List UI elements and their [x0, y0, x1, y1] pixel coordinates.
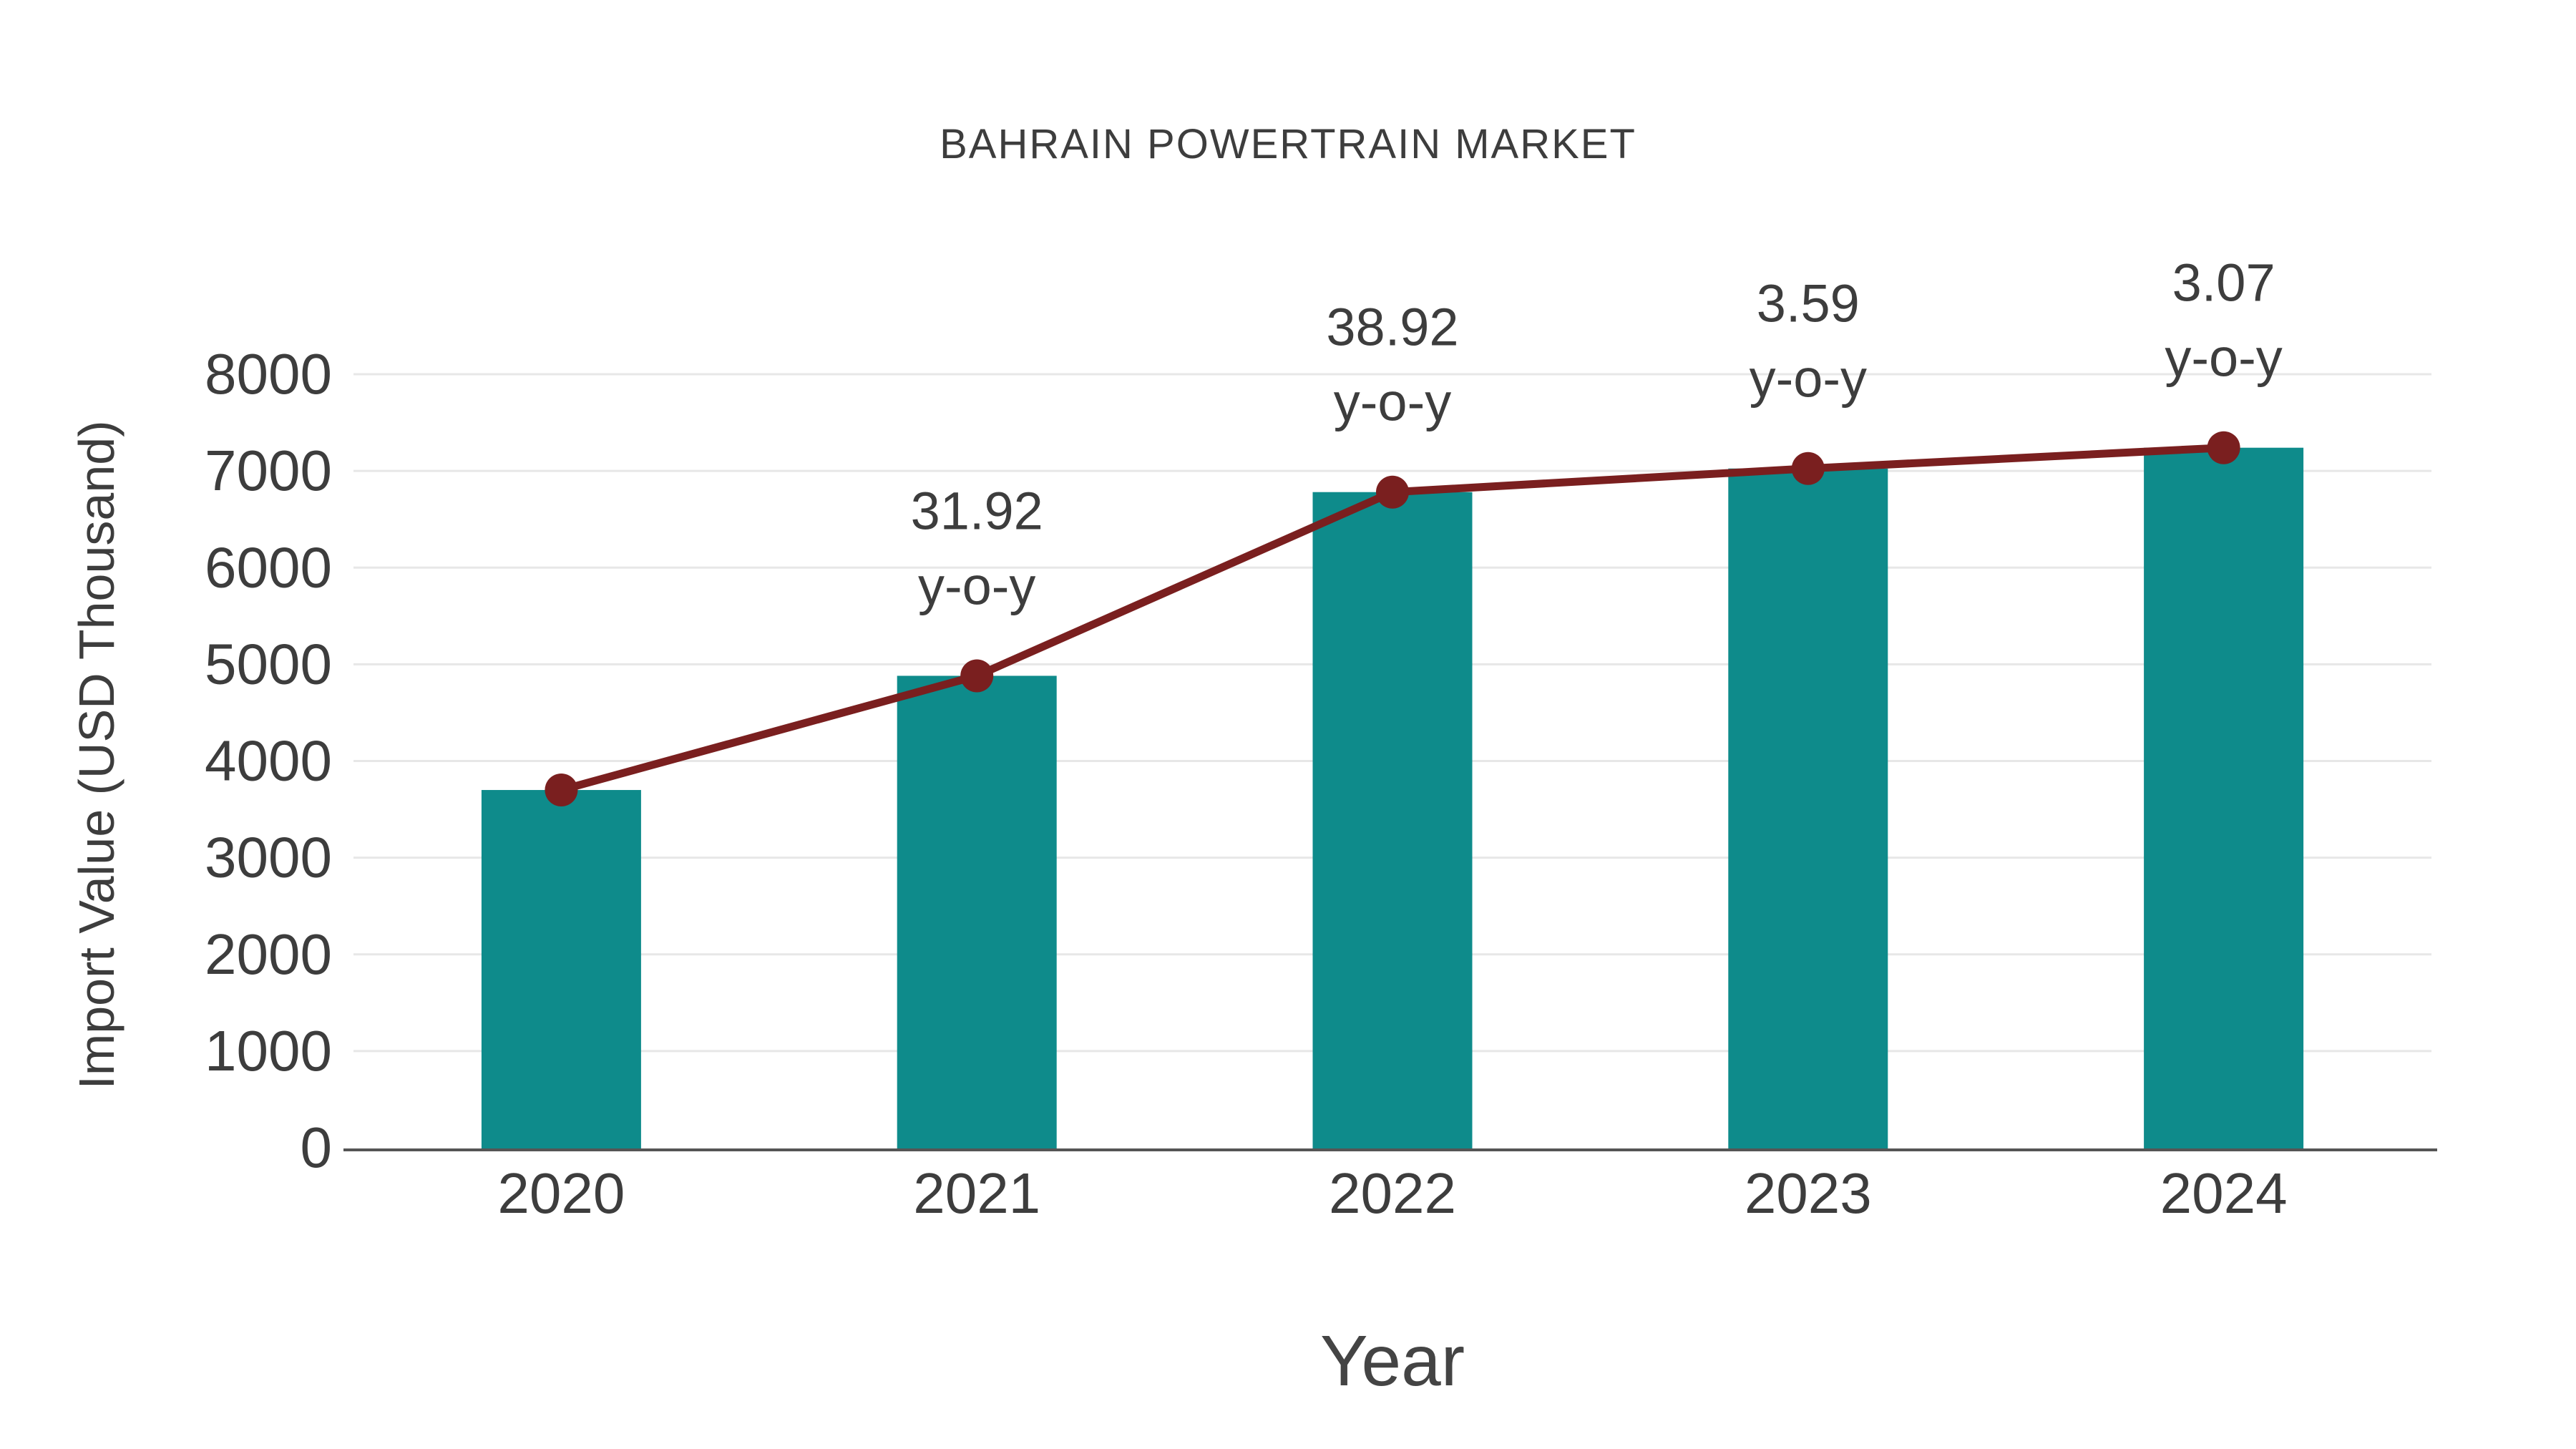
- y-tick-label: 3000: [205, 826, 332, 889]
- bar-2024: [2144, 447, 2304, 1150]
- x-tick-label: 2021: [913, 1161, 1040, 1225]
- bar-2022: [1312, 492, 1473, 1150]
- line-point-2024: [2207, 431, 2240, 464]
- y-tick-label: 6000: [205, 535, 332, 599]
- line-point-2023: [1791, 452, 1825, 485]
- annotation-value-2022: 38.92: [1326, 298, 1458, 357]
- annotation-suffix-2021: y-o-y: [918, 556, 1035, 615]
- x-tick-label: 2022: [1329, 1161, 1456, 1225]
- bar-2021: [897, 675, 1057, 1150]
- y-tick-label: 7000: [205, 439, 332, 502]
- y-tick-label: 8000: [205, 342, 332, 406]
- annotation-value-2021: 31.92: [911, 481, 1043, 540]
- annotation-value-2023: 3.59: [1757, 274, 1860, 333]
- line-point-2021: [960, 659, 994, 693]
- line-point-2020: [545, 774, 578, 807]
- bar-2020: [481, 790, 641, 1150]
- chart-title: BAHRAIN POWERTRAIN MARKET: [940, 121, 1636, 167]
- x-axis-label: Year: [1319, 1321, 1465, 1401]
- annotation-suffix-2022: y-o-y: [1334, 373, 1451, 432]
- annotation-suffix-2024: y-o-y: [2165, 328, 2282, 388]
- x-tick-label: 2024: [2160, 1161, 2288, 1225]
- y-tick-label: 5000: [205, 632, 332, 696]
- y-tick-label: 4000: [205, 729, 332, 793]
- x-tick-label: 2020: [497, 1161, 625, 1225]
- bar-2023: [1728, 468, 1888, 1150]
- annotation-suffix-2023: y-o-y: [1750, 349, 1867, 409]
- y-tick-label: 1000: [205, 1019, 332, 1083]
- x-tick-label: 2023: [1745, 1161, 1872, 1225]
- annotation-value-2024: 3.07: [2172, 253, 2275, 313]
- y-tick-label: 2000: [205, 922, 332, 986]
- line-point-2022: [1376, 475, 1409, 509]
- y-tick-label: 0: [301, 1116, 333, 1179]
